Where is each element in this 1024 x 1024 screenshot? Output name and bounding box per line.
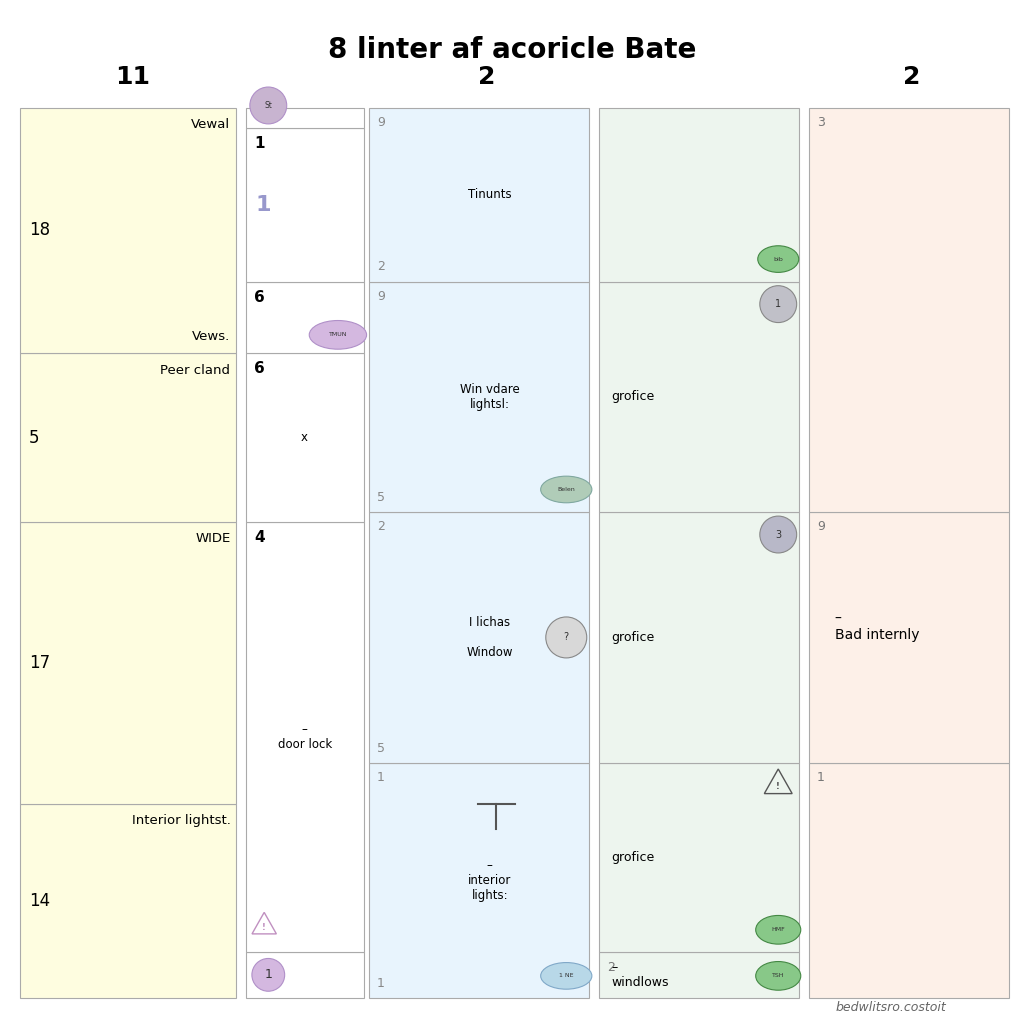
Text: TMUN: TMUN [329, 333, 347, 337]
Bar [246, 952, 364, 998]
Ellipse shape [756, 915, 801, 944]
Bar [599, 952, 799, 998]
Text: 5: 5 [29, 429, 39, 446]
Text: Interior lightst.: Interior lightst. [131, 814, 230, 827]
Bar [246, 128, 364, 282]
Text: ?: ? [563, 633, 569, 642]
Text: 8 linter af acoricle Bate: 8 linter af acoricle Bate [328, 36, 696, 63]
Text: 1: 1 [264, 969, 272, 981]
Bar [246, 522, 364, 952]
Bar [246, 108, 364, 128]
Ellipse shape [541, 963, 592, 989]
Text: 2: 2 [478, 65, 495, 89]
Ellipse shape [756, 962, 801, 990]
Text: HMF: HMF [771, 928, 785, 932]
Bar [809, 108, 1009, 512]
Text: 1: 1 [377, 771, 385, 784]
Text: 1: 1 [254, 136, 264, 152]
Text: 9: 9 [377, 290, 385, 303]
Text: Win vdare
lightsl:: Win vdare lightsl: [460, 383, 519, 411]
Text: I lichas

Window: I lichas Window [467, 616, 513, 658]
Circle shape [760, 516, 797, 553]
Text: 1: 1 [817, 771, 825, 784]
Text: 1: 1 [256, 195, 271, 215]
Text: Vewal: Vewal [191, 118, 230, 131]
Circle shape [546, 616, 587, 658]
Text: bib: bib [773, 257, 783, 261]
Text: Vews.: Vews. [193, 330, 230, 343]
Text: 17: 17 [29, 654, 50, 672]
Bar [20, 353, 236, 522]
Bar [599, 108, 799, 282]
Text: 9: 9 [377, 116, 385, 129]
Text: 1: 1 [775, 299, 781, 309]
Ellipse shape [541, 476, 592, 503]
Text: !: ! [776, 781, 780, 791]
Text: 1 NE: 1 NE [559, 974, 573, 978]
Text: bedwlitsro.costoit: bedwlitsro.costoit [836, 1000, 946, 1014]
Text: WIDE: WIDE [196, 532, 230, 546]
Text: grofice: grofice [611, 851, 654, 864]
Bar [599, 512, 799, 763]
Bar [599, 282, 799, 512]
Text: 6: 6 [254, 361, 264, 377]
Text: 3: 3 [817, 116, 825, 129]
Bar [369, 108, 589, 282]
Text: grofice: grofice [611, 390, 654, 403]
Text: 5: 5 [377, 741, 385, 755]
Text: 5: 5 [377, 490, 385, 504]
Text: 4: 4 [254, 530, 264, 546]
Text: 9: 9 [817, 520, 825, 534]
Text: 14: 14 [29, 892, 50, 910]
Bar [809, 512, 1009, 763]
Bar [20, 804, 236, 998]
Text: 2: 2 [903, 65, 920, 89]
Bar [369, 512, 589, 763]
Text: TSH: TSH [772, 974, 784, 978]
Circle shape [252, 958, 285, 991]
Text: Peer cland: Peer cland [161, 364, 230, 377]
Text: 2: 2 [607, 961, 615, 974]
Circle shape [250, 87, 287, 124]
Text: 1: 1 [377, 977, 385, 990]
Text: !: ! [262, 923, 266, 932]
Bar [20, 522, 236, 804]
Text: 6: 6 [254, 290, 264, 305]
Text: 3: 3 [775, 529, 781, 540]
Ellipse shape [758, 246, 799, 272]
Text: 18: 18 [29, 221, 50, 240]
Circle shape [760, 286, 797, 323]
Text: Belen: Belen [557, 487, 575, 492]
Text: 2: 2 [377, 260, 385, 273]
Bar [369, 282, 589, 512]
Text: grofice: grofice [611, 631, 654, 644]
Text: St: St [264, 101, 272, 110]
Text: 11: 11 [116, 65, 151, 89]
Text: –
door lock: – door lock [278, 723, 332, 752]
Text: 2: 2 [377, 520, 385, 534]
Bar [369, 763, 589, 998]
Text: –
Bad internly: – Bad internly [835, 612, 920, 642]
Bar [20, 108, 236, 353]
Ellipse shape [309, 321, 367, 349]
Text: –
interior
lights:: – interior lights: [468, 859, 511, 902]
Bar [809, 763, 1009, 998]
Bar [246, 282, 364, 353]
Text: –
windlows: – windlows [611, 962, 669, 989]
Text: x: x [301, 431, 308, 444]
Bar [599, 763, 799, 952]
Text: Tinunts: Tinunts [468, 188, 512, 201]
Bar [246, 353, 364, 522]
